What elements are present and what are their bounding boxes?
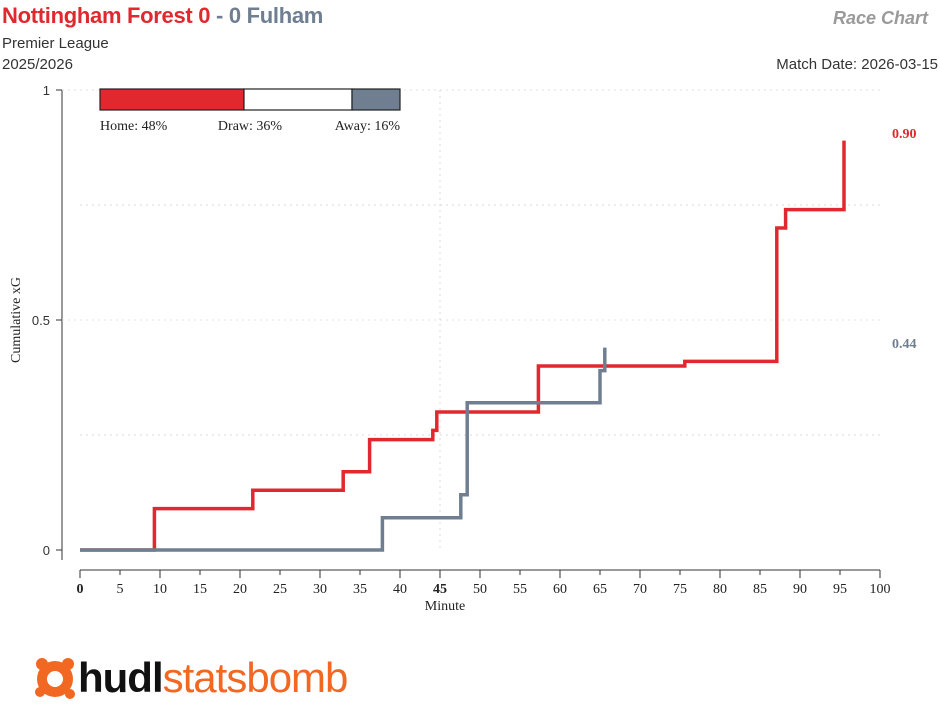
x-tick-label: 90 bbox=[793, 582, 807, 597]
draw-probability-segment bbox=[243, 88, 353, 111]
match-title: Nottingham Forest 0 - 0 Fulham bbox=[2, 3, 323, 29]
x-tick-label: 95 bbox=[833, 582, 847, 597]
x-tick-label: 65 bbox=[593, 582, 607, 597]
logo-hudl: hudl bbox=[78, 654, 164, 701]
x-tick-label: 60 bbox=[553, 582, 567, 597]
home-score: 0 bbox=[198, 3, 211, 28]
y-tick-label: 1 bbox=[43, 83, 50, 98]
x-tick-label: 25 bbox=[273, 582, 287, 597]
y-tick-label: 0.5 bbox=[32, 313, 50, 328]
x-tick-label: 55 bbox=[513, 582, 527, 597]
home-probability-segment bbox=[99, 88, 245, 111]
home-probability-label: Home: 48% bbox=[100, 119, 168, 134]
x-tick-label: 10 bbox=[153, 582, 167, 597]
away-probability-segment bbox=[351, 88, 401, 111]
draw-probability-label: Draw: 36% bbox=[218, 119, 282, 134]
away-team-name: Fulham bbox=[246, 3, 324, 28]
x-tick-label: 75 bbox=[673, 582, 687, 597]
away-xg-line bbox=[80, 347, 607, 552]
x-tick-label: 35 bbox=[353, 582, 367, 597]
x-tick-label: 50 bbox=[473, 582, 487, 597]
home-xg-line bbox=[80, 140, 846, 552]
match-date: Match Date: 2026-03-15 bbox=[776, 56, 938, 73]
x-tick-label: 100 bbox=[870, 582, 891, 597]
away-probability-label: Away: 16% bbox=[335, 119, 401, 134]
score-separator: - bbox=[216, 3, 224, 28]
x-tick-label: 70 bbox=[633, 582, 647, 597]
x-tick-label: 45 bbox=[433, 582, 447, 597]
y-axis-label: Cumulative xG bbox=[9, 277, 24, 363]
x-tick-label: 85 bbox=[753, 582, 767, 597]
x-tick-label: 30 bbox=[313, 582, 327, 597]
logo-statsbomb: statsbomb bbox=[162, 654, 349, 701]
away-score: 0 bbox=[228, 3, 241, 28]
chart-type-label: Race Chart bbox=[832, 8, 928, 28]
x-tick-label: 20 bbox=[233, 582, 247, 597]
x-tick-label: 15 bbox=[193, 582, 207, 597]
statsbomb-logo-icon bbox=[35, 658, 75, 699]
y-tick-label: 0 bbox=[43, 543, 50, 558]
home-team-name: Nottingham Forest bbox=[2, 3, 193, 28]
x-tick-label: 0 bbox=[77, 582, 84, 597]
race-chart: 0 0.5 1 Cumulative xG 0 5 10 15 20 25 30 35 40 45 50 55… bbox=[9, 83, 917, 614]
home-final-xg-label: 0.90 bbox=[892, 127, 917, 142]
brand-logo-text: hudlstatsbomb bbox=[78, 652, 349, 704]
x-axis-label: Minute bbox=[425, 599, 465, 614]
x-tick-label: 5 bbox=[117, 582, 124, 597]
season-label: 2025/2026 bbox=[2, 56, 73, 73]
x-tick-label: 40 bbox=[393, 582, 407, 597]
away-final-xg-label: 0.44 bbox=[892, 337, 917, 352]
competition-name: Premier League bbox=[2, 35, 109, 52]
x-tick-label: 80 bbox=[713, 582, 727, 597]
